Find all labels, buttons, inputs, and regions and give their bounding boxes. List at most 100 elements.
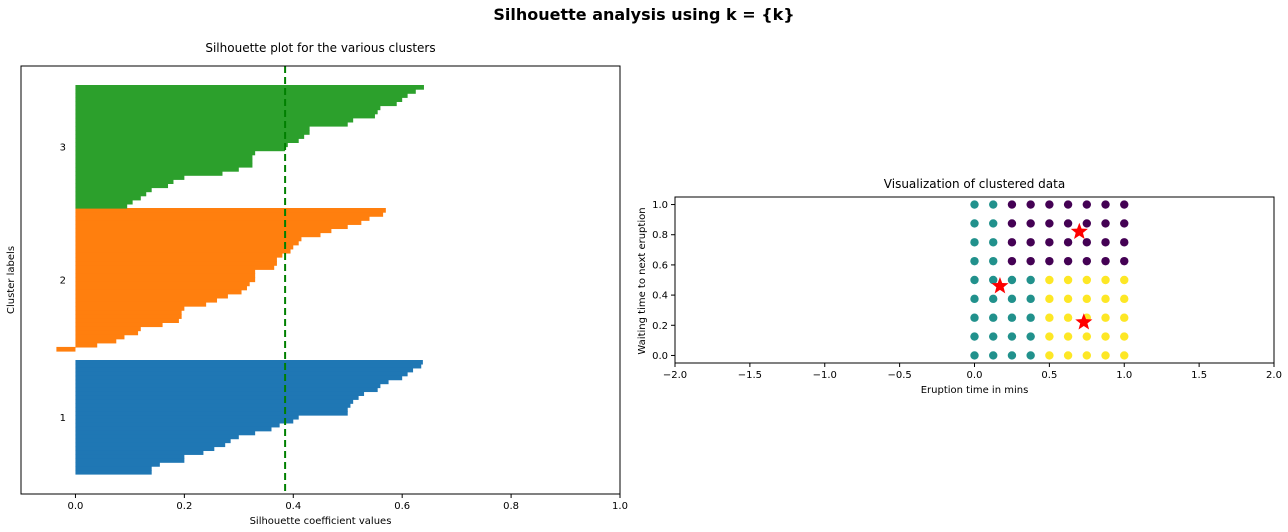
scatter-point (1007, 313, 1017, 322)
silhouette-bar-cluster-3 (75, 162, 253, 168)
silhouette-bar-cluster-2 (75, 261, 277, 266)
silhouette-plot: Silhouette plot for the various clusters… (6, 41, 628, 527)
scatter-point (1063, 294, 1073, 304)
silhouette-bar-cluster-2 (75, 228, 332, 234)
scatter-point (1120, 256, 1129, 266)
silhouette-bar-cluster-3 (75, 101, 397, 107)
scatter-point (1063, 200, 1073, 209)
silhouette-bar-cluster-3 (75, 146, 286, 152)
silhouette-x-tick-label: 0.6 (394, 501, 410, 512)
scatter-point (1026, 238, 1035, 247)
scatter-point (1120, 219, 1129, 228)
scatter-point (970, 332, 979, 341)
silhouette-bar-cluster-2 (75, 240, 299, 246)
scatter-point (1120, 351, 1129, 360)
silhouette-bar-cluster-2 (75, 281, 250, 287)
scatter-point (1007, 256, 1017, 266)
scatter-point (970, 313, 979, 322)
silhouette-bar-cluster-2 (75, 310, 182, 315)
scatter-point (1026, 294, 1035, 304)
scatter-point (989, 313, 998, 322)
scatter-point (1101, 275, 1110, 285)
scatter-point (989, 294, 998, 304)
silhouette-bar-cluster-1 (75, 387, 378, 393)
silhouette-x-axis-label: Silhouette coefficient values (250, 516, 392, 527)
silhouette-bar-cluster-3 (75, 187, 152, 193)
silhouette-bar-cluster-1 (75, 450, 204, 455)
silhouette-bar-cluster-1 (75, 375, 403, 381)
silhouette-bar-cluster-3 (75, 171, 223, 176)
silhouette-bar-cluster-1 (75, 430, 256, 436)
silhouette-bar-cluster-2 (75, 322, 163, 328)
silhouette-bar-cluster-2 (75, 208, 386, 213)
scatter-point (1063, 219, 1073, 228)
scatter-y-tick-label: 1.0 (652, 200, 668, 211)
scatter-point (1063, 332, 1073, 341)
silhouette-x-tick-label: 0.8 (503, 501, 519, 512)
silhouette-bar-cluster-1 (75, 438, 231, 444)
silhouette-bar-cluster-2 (75, 224, 348, 230)
scatter-point (1082, 256, 1092, 266)
silhouette-bar-cluster-1 (75, 462, 160, 467)
silhouette-bar-cluster-1 (75, 383, 381, 389)
silhouette-bar-cluster-2 (75, 342, 98, 348)
silhouette-x-tick-label: 0.4 (285, 501, 301, 512)
silhouette-bar-cluster-3 (75, 117, 354, 123)
scatter-plot-title: Visualization of clustered data (884, 177, 1065, 191)
silhouette-x-tick-label: 1.0 (612, 501, 628, 512)
silhouette-bar-cluster-1 (75, 454, 185, 459)
scatter-point (1007, 275, 1017, 285)
scatter-point (1045, 313, 1054, 322)
scatter-x-ticks: −2.0 −1.5 −1.0 −0.5 0.0 0.5 1.0 1.5 2.0 (663, 363, 1282, 381)
silhouette-bar-cluster-1 (75, 422, 280, 428)
silhouette-bar-cluster-3 (75, 195, 141, 201)
scatter-point (970, 200, 979, 209)
silhouette-bar-cluster-1 (75, 418, 294, 424)
scatter-point (989, 256, 998, 266)
cluster-label-1: 1 (60, 413, 66, 424)
scatter-point (1007, 351, 1017, 360)
silhouette-bar-cluster-2 (75, 269, 256, 274)
silhouette-bar-cluster-3 (75, 113, 375, 119)
silhouette-bar-cluster-3 (75, 93, 408, 98)
scatter-point (1101, 200, 1110, 209)
silhouette-bar-cluster-2 (75, 330, 139, 336)
silhouette-bar-cluster-1 (75, 442, 226, 448)
silhouette-bar-cluster-1 (75, 379, 389, 385)
scatter-y-tick-label: 0.8 (652, 230, 668, 241)
scatter-point (970, 256, 979, 266)
scatter-point (1101, 351, 1110, 360)
scatter-x-axis-label: Eruption time in mins (921, 385, 1029, 396)
silhouette-bar-cluster-3 (75, 154, 253, 160)
silhouette-bar-cluster-1 (75, 391, 365, 396)
scatter-y-axis-label: Waiting time to next eruption (637, 207, 648, 354)
silhouette-bar-cluster-1 (75, 399, 354, 404)
scatter-point (1101, 219, 1110, 228)
scatter-point (970, 238, 979, 247)
cluster-center-star (1070, 222, 1088, 239)
scatter-point (1063, 256, 1073, 266)
silhouette-bar-cluster-1 (75, 371, 408, 377)
scatter-point (1120, 313, 1129, 322)
scatter-point (970, 219, 979, 228)
silhouette-bar-cluster-3 (75, 203, 128, 209)
silhouette-bar-cluster-2 (75, 277, 256, 283)
cluster-label-ticks: 1 2 3 (60, 143, 66, 425)
scatter-x-tick-label: −2.0 (663, 370, 687, 381)
silhouette-bar-cluster-3 (75, 158, 253, 164)
scatter-x-tick-label: −1.5 (738, 370, 762, 381)
silhouette-y-axis-label: Cluster labels (6, 246, 17, 314)
silhouette-bar-cluster-3 (75, 85, 424, 90)
silhouette-bar-cluster-2 (75, 306, 185, 311)
silhouette-bar-cluster-1 (75, 395, 359, 400)
silhouette-bar-cluster-2 (75, 289, 242, 295)
scatter-point (1045, 294, 1054, 304)
scatter-point (1007, 219, 1017, 228)
scatter-point (1101, 238, 1110, 247)
silhouette-bar-cluster-3 (75, 126, 310, 131)
scatter-point (1063, 275, 1073, 285)
silhouette-x-tick-label: 0.0 (68, 501, 84, 512)
silhouette-bar-cluster-2 (75, 338, 117, 344)
scatter-x-tick-label: 0.5 (1041, 370, 1057, 381)
